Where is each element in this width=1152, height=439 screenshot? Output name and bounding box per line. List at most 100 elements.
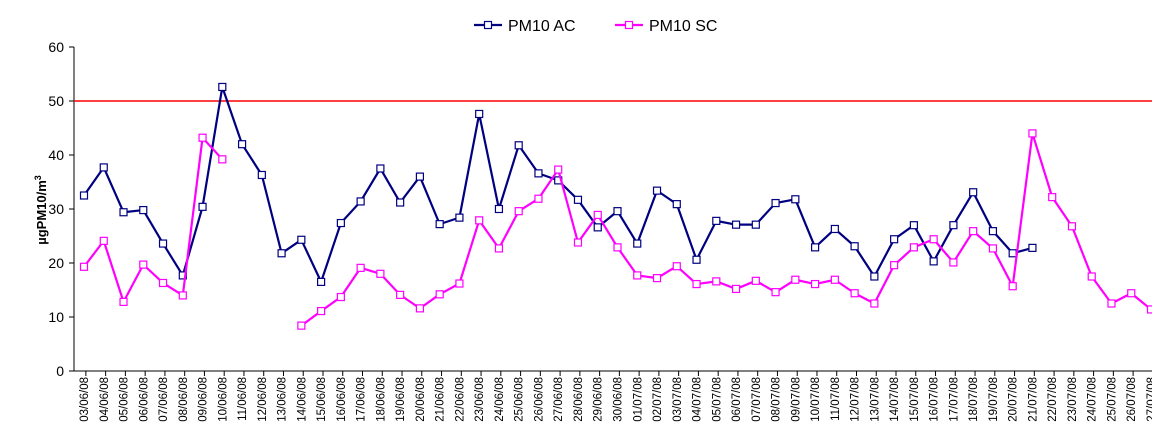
data-point xyxy=(494,244,504,253)
x-tick-label: 27/07/08 xyxy=(1146,377,1152,422)
x-tick-label: 15/07/08 xyxy=(909,377,921,422)
x-tick-label: 09/07/08 xyxy=(790,377,802,422)
x-tick-label: 14/06/08 xyxy=(296,377,308,422)
x-tick-label: 07/06/08 xyxy=(158,377,170,422)
data-point xyxy=(158,239,168,248)
data-point xyxy=(751,276,760,285)
data-point xyxy=(435,290,444,299)
data-point xyxy=(791,275,800,284)
x-tick-label: 08/06/08 xyxy=(178,377,190,422)
data-point xyxy=(969,188,978,197)
x-tick-label: 15/06/08 xyxy=(316,377,328,422)
x-tick-label: 26/07/08 xyxy=(1126,377,1138,422)
x-tick-label: 19/07/08 xyxy=(988,377,1000,422)
data-point xyxy=(1146,305,1152,314)
data-point xyxy=(494,204,504,214)
data-point xyxy=(810,279,820,289)
x-tick-label: 05/06/08 xyxy=(119,377,131,422)
series-line xyxy=(300,132,1152,327)
data-point xyxy=(731,220,741,229)
data-point xyxy=(376,164,385,173)
x-tick-label: 18/07/08 xyxy=(968,377,980,422)
data-point xyxy=(988,227,998,236)
data-point xyxy=(810,243,820,252)
x-tick-label: 30/06/08 xyxy=(613,377,625,422)
data-point xyxy=(850,289,859,298)
data-point xyxy=(356,197,365,206)
y-tick-labels: 0 10 20 30 40 50 60 xyxy=(48,39,64,379)
data-point xyxy=(475,216,484,225)
x-tick-label: 12/06/08 xyxy=(257,377,269,422)
data-point xyxy=(1107,299,1116,308)
x-tick-label: 16/07/08 xyxy=(929,377,941,422)
x-tick-labels: 03/06/08 04/06/08 05/06/08 06/06/08 07/06/08… xyxy=(79,377,1152,422)
data-point xyxy=(929,235,938,244)
data-point xyxy=(158,278,168,288)
x-tick-label: 03/07/08 xyxy=(672,377,684,422)
axes xyxy=(69,46,1152,376)
data-point xyxy=(317,306,326,316)
x-tick-label: 20/06/08 xyxy=(415,377,427,422)
data-point xyxy=(791,195,800,204)
x-tick-label: 20/07/08 xyxy=(1008,377,1020,422)
data-point xyxy=(850,242,859,251)
data-point xyxy=(909,221,918,230)
data-point xyxy=(672,200,681,209)
data-point xyxy=(198,133,207,142)
data-point xyxy=(178,291,187,300)
x-tick-label: 28/06/08 xyxy=(573,377,585,422)
data-point xyxy=(218,155,227,164)
x-tick-label: 10/06/08 xyxy=(217,377,229,422)
data-point xyxy=(652,186,662,195)
x-tick-label: 22/07/08 xyxy=(1047,377,1059,422)
data-point xyxy=(119,297,128,306)
data-point xyxy=(455,213,464,222)
x-tick-label: 24/06/08 xyxy=(494,377,506,422)
data-point xyxy=(277,249,286,258)
data-point xyxy=(830,275,839,284)
data-point xyxy=(712,216,721,225)
legend-label: PM10 AC xyxy=(508,18,576,35)
data-point xyxy=(771,288,780,297)
legend-item-pm10-ac: PM10 AC xyxy=(474,18,576,35)
x-tick-label: 23/06/08 xyxy=(474,377,486,422)
x-tick-label: 06/07/08 xyxy=(731,377,743,422)
data-point xyxy=(534,169,543,178)
data-point xyxy=(435,220,444,229)
data-point xyxy=(633,239,642,248)
data-point xyxy=(99,163,108,172)
data-point xyxy=(909,243,918,252)
x-tick-label: 08/07/08 xyxy=(771,377,783,422)
data-point xyxy=(1028,243,1037,252)
y-tick-label: 30 xyxy=(48,201,64,217)
y-tick-label: 10 xyxy=(48,309,64,325)
x-tick-label: 13/06/08 xyxy=(277,377,289,422)
data-point xyxy=(415,172,425,181)
data-point xyxy=(870,299,879,308)
x-tick-label: 27/06/08 xyxy=(553,377,565,422)
x-tick-label: 14/07/08 xyxy=(889,377,901,422)
x-tick-label: 01/07/08 xyxy=(632,377,644,422)
series-line xyxy=(83,136,224,303)
data-point xyxy=(119,208,128,217)
data-point xyxy=(218,82,227,92)
data-point xyxy=(988,244,998,253)
x-tick-label: 06/06/08 xyxy=(138,377,150,422)
data-point xyxy=(79,191,89,200)
x-tick-label: 09/06/08 xyxy=(198,377,210,422)
data-point xyxy=(1067,222,1077,231)
data-point xyxy=(257,170,266,180)
data-point xyxy=(949,258,958,267)
data-point xyxy=(751,220,760,229)
data-point xyxy=(376,269,385,278)
data-point xyxy=(514,141,523,150)
x-tick-label: 21/06/08 xyxy=(435,377,447,422)
data-point xyxy=(415,304,425,313)
data-point xyxy=(593,210,602,220)
data-point xyxy=(692,255,701,264)
data-point xyxy=(1087,272,1096,281)
y-axis-title: µgPM10/m3 xyxy=(33,175,49,245)
data-point xyxy=(929,257,938,266)
